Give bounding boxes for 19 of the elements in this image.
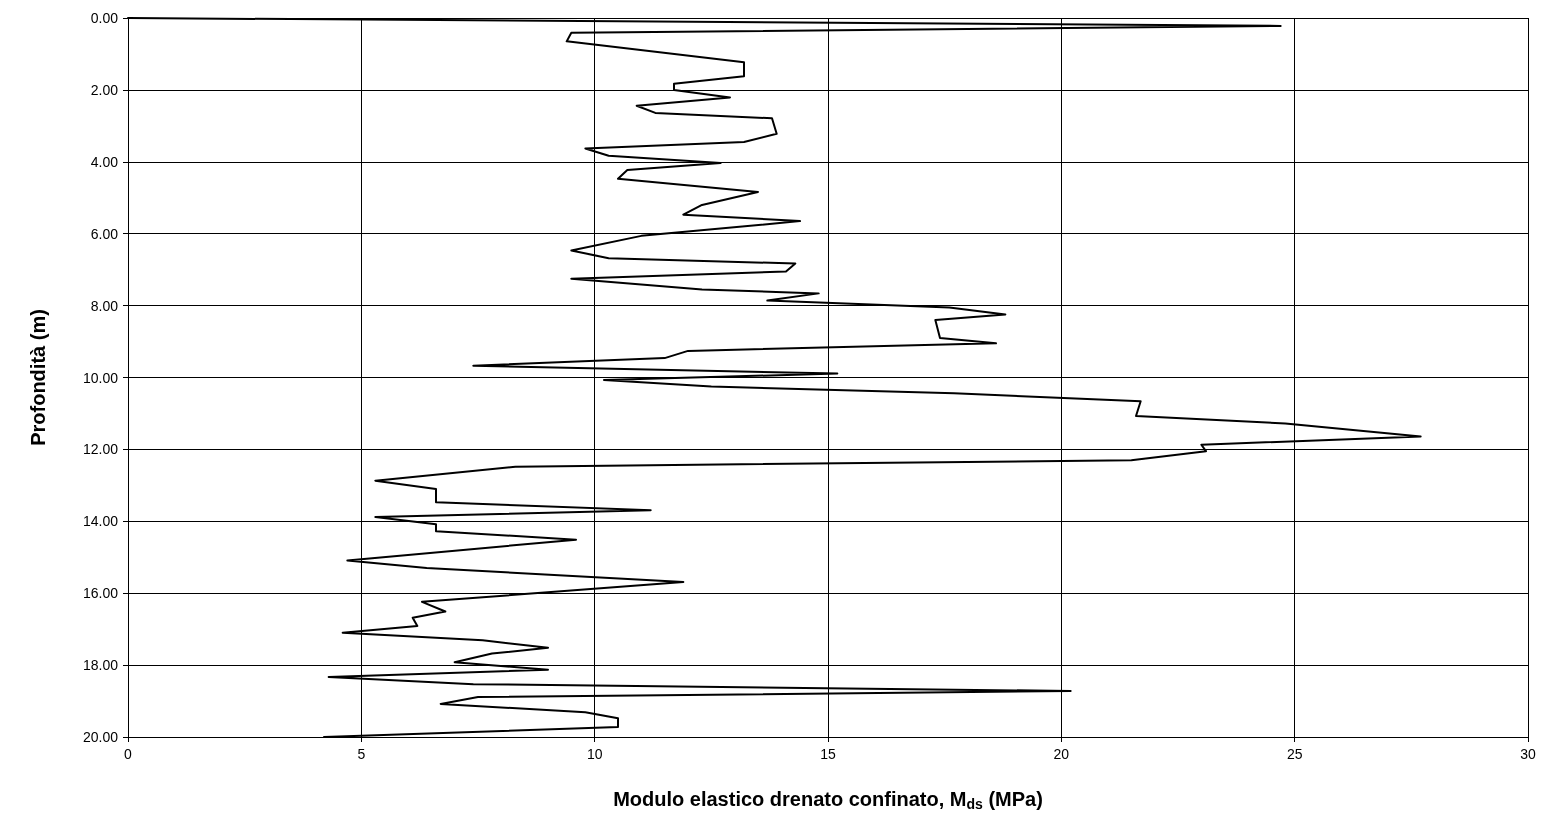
y-tick-label: 20.00 xyxy=(82,729,119,745)
y-tick-label: 8.00 xyxy=(90,297,119,314)
y-tick-label: 18.00 xyxy=(82,657,119,674)
y-tick-label: 10.00 xyxy=(82,369,119,386)
y-tick-label: 4.00 xyxy=(90,153,119,170)
x-tick-label: 5 xyxy=(357,746,366,762)
y-tick-label: 2.00 xyxy=(90,81,119,98)
y-axis-title: Profondità (m) xyxy=(27,309,49,446)
y-tick-label: 6.00 xyxy=(90,225,119,242)
x-tick-label: 0 xyxy=(124,746,133,762)
y-tick-label: 12.00 xyxy=(82,441,119,458)
x-tick-label: 20 xyxy=(1053,746,1070,762)
y-tick-label: 14.00 xyxy=(82,513,119,530)
x-tick-label: 25 xyxy=(1286,746,1303,762)
x-tick-label: 30 xyxy=(1520,746,1536,762)
y-tick-label: 16.00 xyxy=(82,585,119,602)
x-tick-label: 15 xyxy=(820,746,836,762)
y-tick-label: 0.00 xyxy=(90,10,119,26)
x-tick-label: 10 xyxy=(586,746,603,762)
